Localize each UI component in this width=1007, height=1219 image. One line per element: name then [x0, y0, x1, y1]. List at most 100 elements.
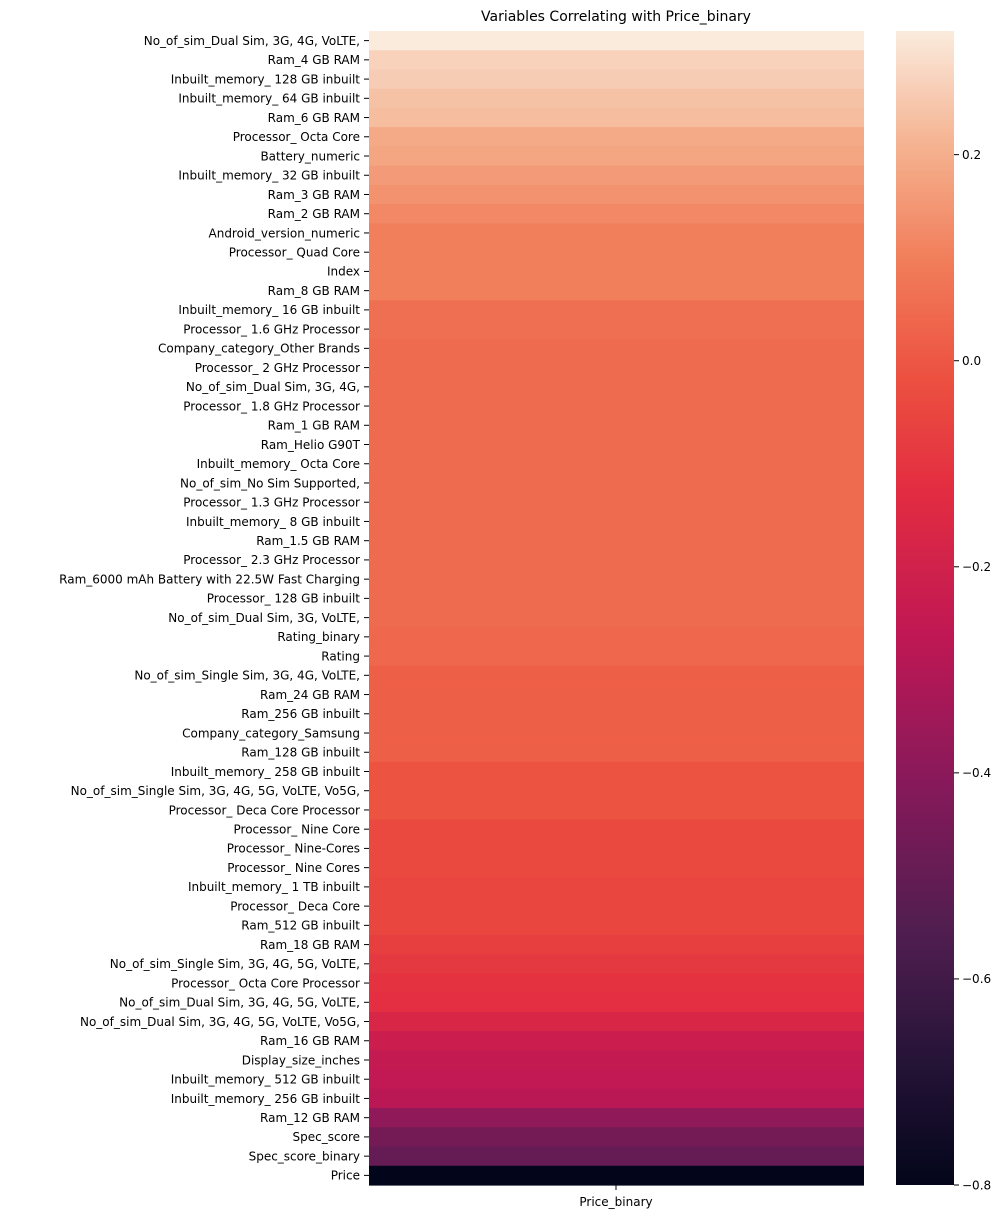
- row-label: No_of_sim_Single Sim, 3G, 4G, 5G, VoLTE,: [110, 957, 360, 971]
- row-label: Processor_ 1.8 GHz Processor: [183, 399, 360, 413]
- row-label: No_of_sim_Dual Sim, 3G, 4G, VoLTE,: [144, 34, 360, 48]
- row-label: Processor_ Nine Cores: [227, 861, 360, 875]
- heatmap-cell: [369, 1088, 864, 1109]
- row-label: Processor_ 128 GB inbuilt: [207, 592, 361, 606]
- heatmap-cell: [369, 31, 864, 51]
- heatmap-cell: [369, 50, 864, 71]
- row-label: Ram_16 GB RAM: [260, 1034, 360, 1048]
- row-label: Processor_ Deca Core: [230, 899, 360, 913]
- row-label: Ram_24 GB RAM: [260, 688, 360, 702]
- heatmap-cell: [369, 1108, 864, 1128]
- heatmap-cell: [369, 1050, 864, 1071]
- row-label: No_of_sim_Dual Sim, 3G, 4G, 5G, VoLTE,: [119, 996, 360, 1010]
- row-label: Rating: [321, 649, 360, 663]
- heatmap-cell: [369, 1011, 864, 1032]
- heatmap-cell: [369, 69, 864, 90]
- heatmap-cell: [369, 454, 864, 474]
- row-label: No_of_sim_Single Sim, 3G, 4G, 5G, VoLTE,…: [71, 784, 360, 798]
- colorbar-tick-label: 0.0: [962, 354, 981, 368]
- heatmap-cell: [369, 127, 864, 147]
- row-label: Processor_ Octa Core Processor: [171, 976, 360, 990]
- chart-title: Variables Correlating with Price_binary: [481, 9, 751, 25]
- heatmap-cell: [369, 915, 864, 936]
- heatmap-cell: [369, 415, 864, 436]
- heatmap-cell: [369, 1069, 864, 1090]
- row-label: Display_size_inches: [242, 1053, 360, 1067]
- row-label: Ram_3 GB RAM: [268, 188, 360, 202]
- row-label: Rating_binary: [277, 630, 360, 644]
- row-label: Ram_Helio G90T: [261, 438, 361, 452]
- heatmap-cell: [369, 1146, 864, 1167]
- row-label: Company_category_Other Brands: [158, 342, 360, 356]
- heatmap-cell: [369, 1127, 864, 1148]
- heatmap-cells: [369, 31, 864, 1186]
- row-label: Battery_numeric: [260, 149, 360, 163]
- row-label: Ram_512 GB inbuilt: [241, 919, 360, 933]
- heatmap-cell: [369, 434, 864, 455]
- row-label: Processor_ Nine-Cores: [227, 842, 360, 856]
- row-label: Inbuilt_memory_ Octa Core: [197, 457, 360, 471]
- heatmap-cell: [369, 511, 864, 532]
- heatmap-cell: [369, 146, 864, 167]
- row-label: Processor_ Deca Core Processor: [169, 803, 360, 817]
- colorbar: 0.2 0.0 −0.2 −0.4 −0.6 −0.8: [896, 31, 991, 1192]
- heatmap-cell: [369, 531, 864, 551]
- row-label: Processor_ 2 GHz Processor: [195, 361, 360, 375]
- heatmap-cell: [369, 377, 864, 398]
- row-label: Ram_8 GB RAM: [268, 284, 360, 298]
- row-label: Processor_ Quad Core: [229, 245, 360, 259]
- heatmap-cell: [369, 88, 864, 109]
- row-label: Processor_ Nine Core: [234, 822, 361, 836]
- row-label: Index: [327, 265, 360, 279]
- colorbar-tick-label: −0.2: [962, 560, 991, 574]
- row-label: Inbuilt_memory_ 32 GB inbuilt: [178, 169, 360, 183]
- heatmap-cell: [369, 1031, 864, 1051]
- row-label: Processor_ 1.3 GHz Processor: [183, 496, 360, 510]
- colorbar-tick-label: −0.6: [962, 972, 991, 986]
- row-label: Ram_12 GB RAM: [260, 1111, 360, 1125]
- heatmap-cell: [369, 184, 864, 205]
- heatmap-cell: [369, 223, 864, 244]
- heatmap-cell: [369, 684, 864, 705]
- heatmap-cell: [369, 550, 864, 571]
- heatmap-cell: [369, 261, 864, 282]
- heatmap-cell: [369, 492, 864, 513]
- row-label: Ram_4 GB RAM: [268, 53, 360, 67]
- heatmap-cell: [369, 761, 864, 782]
- row-label: Inbuilt_memory_ 1 TB inbuilt: [188, 880, 360, 894]
- row-label: Ram_18 GB RAM: [260, 938, 360, 952]
- row-label: Processor_ 1.6 GHz Processor: [183, 322, 360, 336]
- row-label: Ram_6 GB RAM: [268, 111, 360, 125]
- heatmap-cell: [369, 646, 864, 667]
- row-label: Ram_1 GB RAM: [268, 419, 360, 433]
- row-label: Ram_128 GB inbuilt: [241, 746, 360, 760]
- heatmap-cell: [369, 781, 864, 801]
- heatmap-cell: [369, 723, 864, 744]
- row-label: No_of_sim_No Sim Supported,: [180, 476, 360, 490]
- row-label: Inbuilt_memory_ 16 GB inbuilt: [178, 303, 360, 317]
- row-label: No_of_sim_Dual Sim, 3G, VoLTE,: [168, 611, 360, 625]
- heatmap-cell: [369, 742, 864, 763]
- heatmap-cell: [369, 800, 864, 821]
- heatmap-cell: [369, 665, 864, 686]
- heatmap-cell: [369, 204, 864, 224]
- row-label: Ram_2 GB RAM: [268, 207, 360, 221]
- heatmap-cell: [369, 934, 864, 955]
- colorbar-tick-label: −0.4: [962, 766, 991, 780]
- x-tick-label: Price_binary: [579, 1195, 652, 1209]
- heatmap-cell: [369, 838, 864, 859]
- heatmap-cell: [369, 396, 864, 417]
- row-label: Company_category_Samsung: [182, 726, 360, 740]
- heatmap-cell: [369, 357, 864, 378]
- heatmap-cell: [369, 300, 864, 321]
- row-label: Price: [331, 1169, 360, 1183]
- heatmap-cell: [369, 858, 864, 878]
- row-label: Ram_256 GB inbuilt: [241, 707, 360, 721]
- heatmap-cell: [369, 973, 864, 994]
- colorbar-ticks: 0.2 0.0 −0.2 −0.4 −0.6 −0.8: [954, 148, 991, 1192]
- row-label: Processor_ Octa Core: [233, 130, 360, 144]
- heatmap-cell: [369, 242, 864, 263]
- heatmap-cell: [369, 107, 864, 128]
- heatmap-cell: [369, 704, 864, 724]
